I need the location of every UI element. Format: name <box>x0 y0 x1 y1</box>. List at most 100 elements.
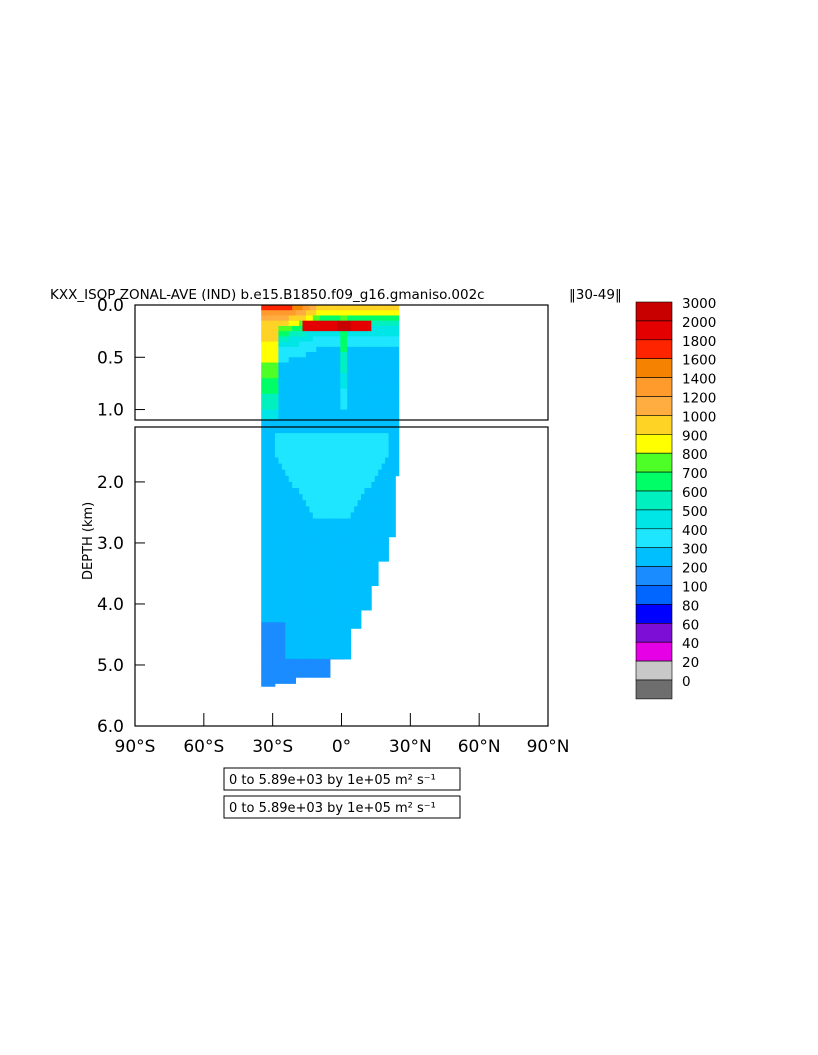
heatmap-cell <box>288 628 293 635</box>
heatmap-cell <box>302 536 307 544</box>
heatmap-cell <box>309 664 314 672</box>
colorbar-label: 1000 <box>682 409 716 425</box>
heatmap-cell <box>350 518 355 526</box>
heatmap-cell <box>374 336 379 342</box>
heatmap-cell <box>264 573 269 580</box>
heatmap-cell <box>268 494 272 501</box>
heatmap-cell <box>285 622 290 629</box>
heatmap-cell <box>326 341 331 348</box>
heatmap-cell <box>312 597 317 605</box>
heatmap-cell <box>305 664 310 672</box>
heatmap-cell <box>264 336 269 342</box>
heatmap-cell <box>367 549 372 556</box>
heatmap-cell <box>312 500 317 507</box>
heatmap-cell <box>299 561 303 568</box>
heatmap-cell <box>374 325 379 332</box>
heatmap-cell <box>388 512 393 519</box>
heatmap-cell <box>309 677 314 678</box>
heatmap-cell <box>350 579 355 587</box>
heatmap-cell <box>264 616 269 623</box>
heatmap-cell <box>299 573 303 580</box>
range-label-2: 0 to 5.89e+03 by 1e+05 m² s⁻¹ <box>229 801 436 816</box>
heatmap-cell <box>364 591 369 599</box>
heatmap-cell <box>336 579 341 587</box>
heatmap-cell <box>274 409 279 416</box>
heatmap-cell <box>305 367 310 374</box>
heatmap-cell <box>278 658 283 666</box>
heatmap-cell <box>281 512 286 519</box>
heatmap-cell <box>305 500 310 507</box>
heatmap-cell <box>309 610 314 617</box>
heatmap-cell <box>319 518 324 526</box>
heatmap-cell <box>371 336 376 342</box>
heatmap-cell <box>347 646 352 654</box>
heatmap-cell <box>391 530 396 538</box>
heatmap-cell <box>350 506 355 513</box>
heatmap-cell <box>309 591 314 599</box>
colorbar-swatch <box>635 660 673 681</box>
heatmap-cell <box>261 628 266 635</box>
heatmap-cell <box>319 315 324 322</box>
heatmap-cell <box>302 597 307 605</box>
heatmap-cell <box>361 542 365 550</box>
heatmap-cell <box>333 393 338 400</box>
heatmap-cell <box>354 409 358 416</box>
heatmap-cell <box>330 488 334 495</box>
heatmap-cell <box>288 488 293 495</box>
heatmap-cell <box>281 542 286 550</box>
heatmap-cell <box>367 573 372 580</box>
heatmap-cell <box>271 404 276 410</box>
heatmap-cell <box>268 616 272 623</box>
heatmap-cell <box>364 310 369 316</box>
heatmap-cell <box>336 591 341 599</box>
heatmap-cell <box>295 383 300 390</box>
heatmap-cell <box>312 646 317 654</box>
heatmap-cell <box>381 404 386 410</box>
heatmap-cell <box>340 597 345 605</box>
heatmap-cell <box>305 325 310 332</box>
heatmap-cell <box>343 512 348 519</box>
heatmap-cell <box>333 591 338 599</box>
heatmap-cell <box>268 362 272 369</box>
heatmap-cell <box>367 506 372 513</box>
heatmap-cell <box>264 457 269 465</box>
heatmap-cell <box>326 549 331 556</box>
heatmap-cell <box>391 518 396 526</box>
heatmap-cell <box>274 567 279 574</box>
heatmap-cell <box>299 378 303 384</box>
heatmap-cell <box>316 341 321 348</box>
heatmap-cell <box>333 320 338 327</box>
heatmap-cell <box>347 567 352 574</box>
heatmap-cell <box>278 439 283 446</box>
heatmap-cell <box>288 671 293 678</box>
heatmap-cell <box>278 616 283 623</box>
heatmap-cell <box>274 597 279 605</box>
heatmap-cell <box>319 591 324 599</box>
heatmap-cell <box>274 500 279 507</box>
heatmap-cell <box>295 352 300 358</box>
heatmap-cell <box>347 362 352 369</box>
heatmap-cell <box>347 399 352 405</box>
heatmap-cell <box>278 542 283 550</box>
heatmap-cell <box>374 341 379 348</box>
heatmap-cell <box>333 628 338 635</box>
heatmap-cell <box>354 616 358 623</box>
heatmap-cell <box>319 664 324 672</box>
heatmap-cell <box>285 494 290 501</box>
heatmap-cell <box>385 315 389 322</box>
heatmap-cell <box>378 494 383 501</box>
heatmap-cell <box>330 652 334 660</box>
heatmap-cell <box>271 320 276 327</box>
heatmap-cell <box>302 658 307 666</box>
heatmap-cell <box>274 463 279 471</box>
heatmap-cell <box>274 439 279 446</box>
heatmap-cell <box>264 536 269 544</box>
heatmap-cell <box>292 315 297 322</box>
heatmap-cell <box>361 341 365 348</box>
heatmap-cell <box>326 463 331 471</box>
heatmap-cell <box>354 341 358 348</box>
heatmap-cell <box>336 567 341 574</box>
heatmap-cell <box>330 336 334 342</box>
heatmap-cell <box>264 549 269 556</box>
heatmap-cell <box>350 439 355 446</box>
